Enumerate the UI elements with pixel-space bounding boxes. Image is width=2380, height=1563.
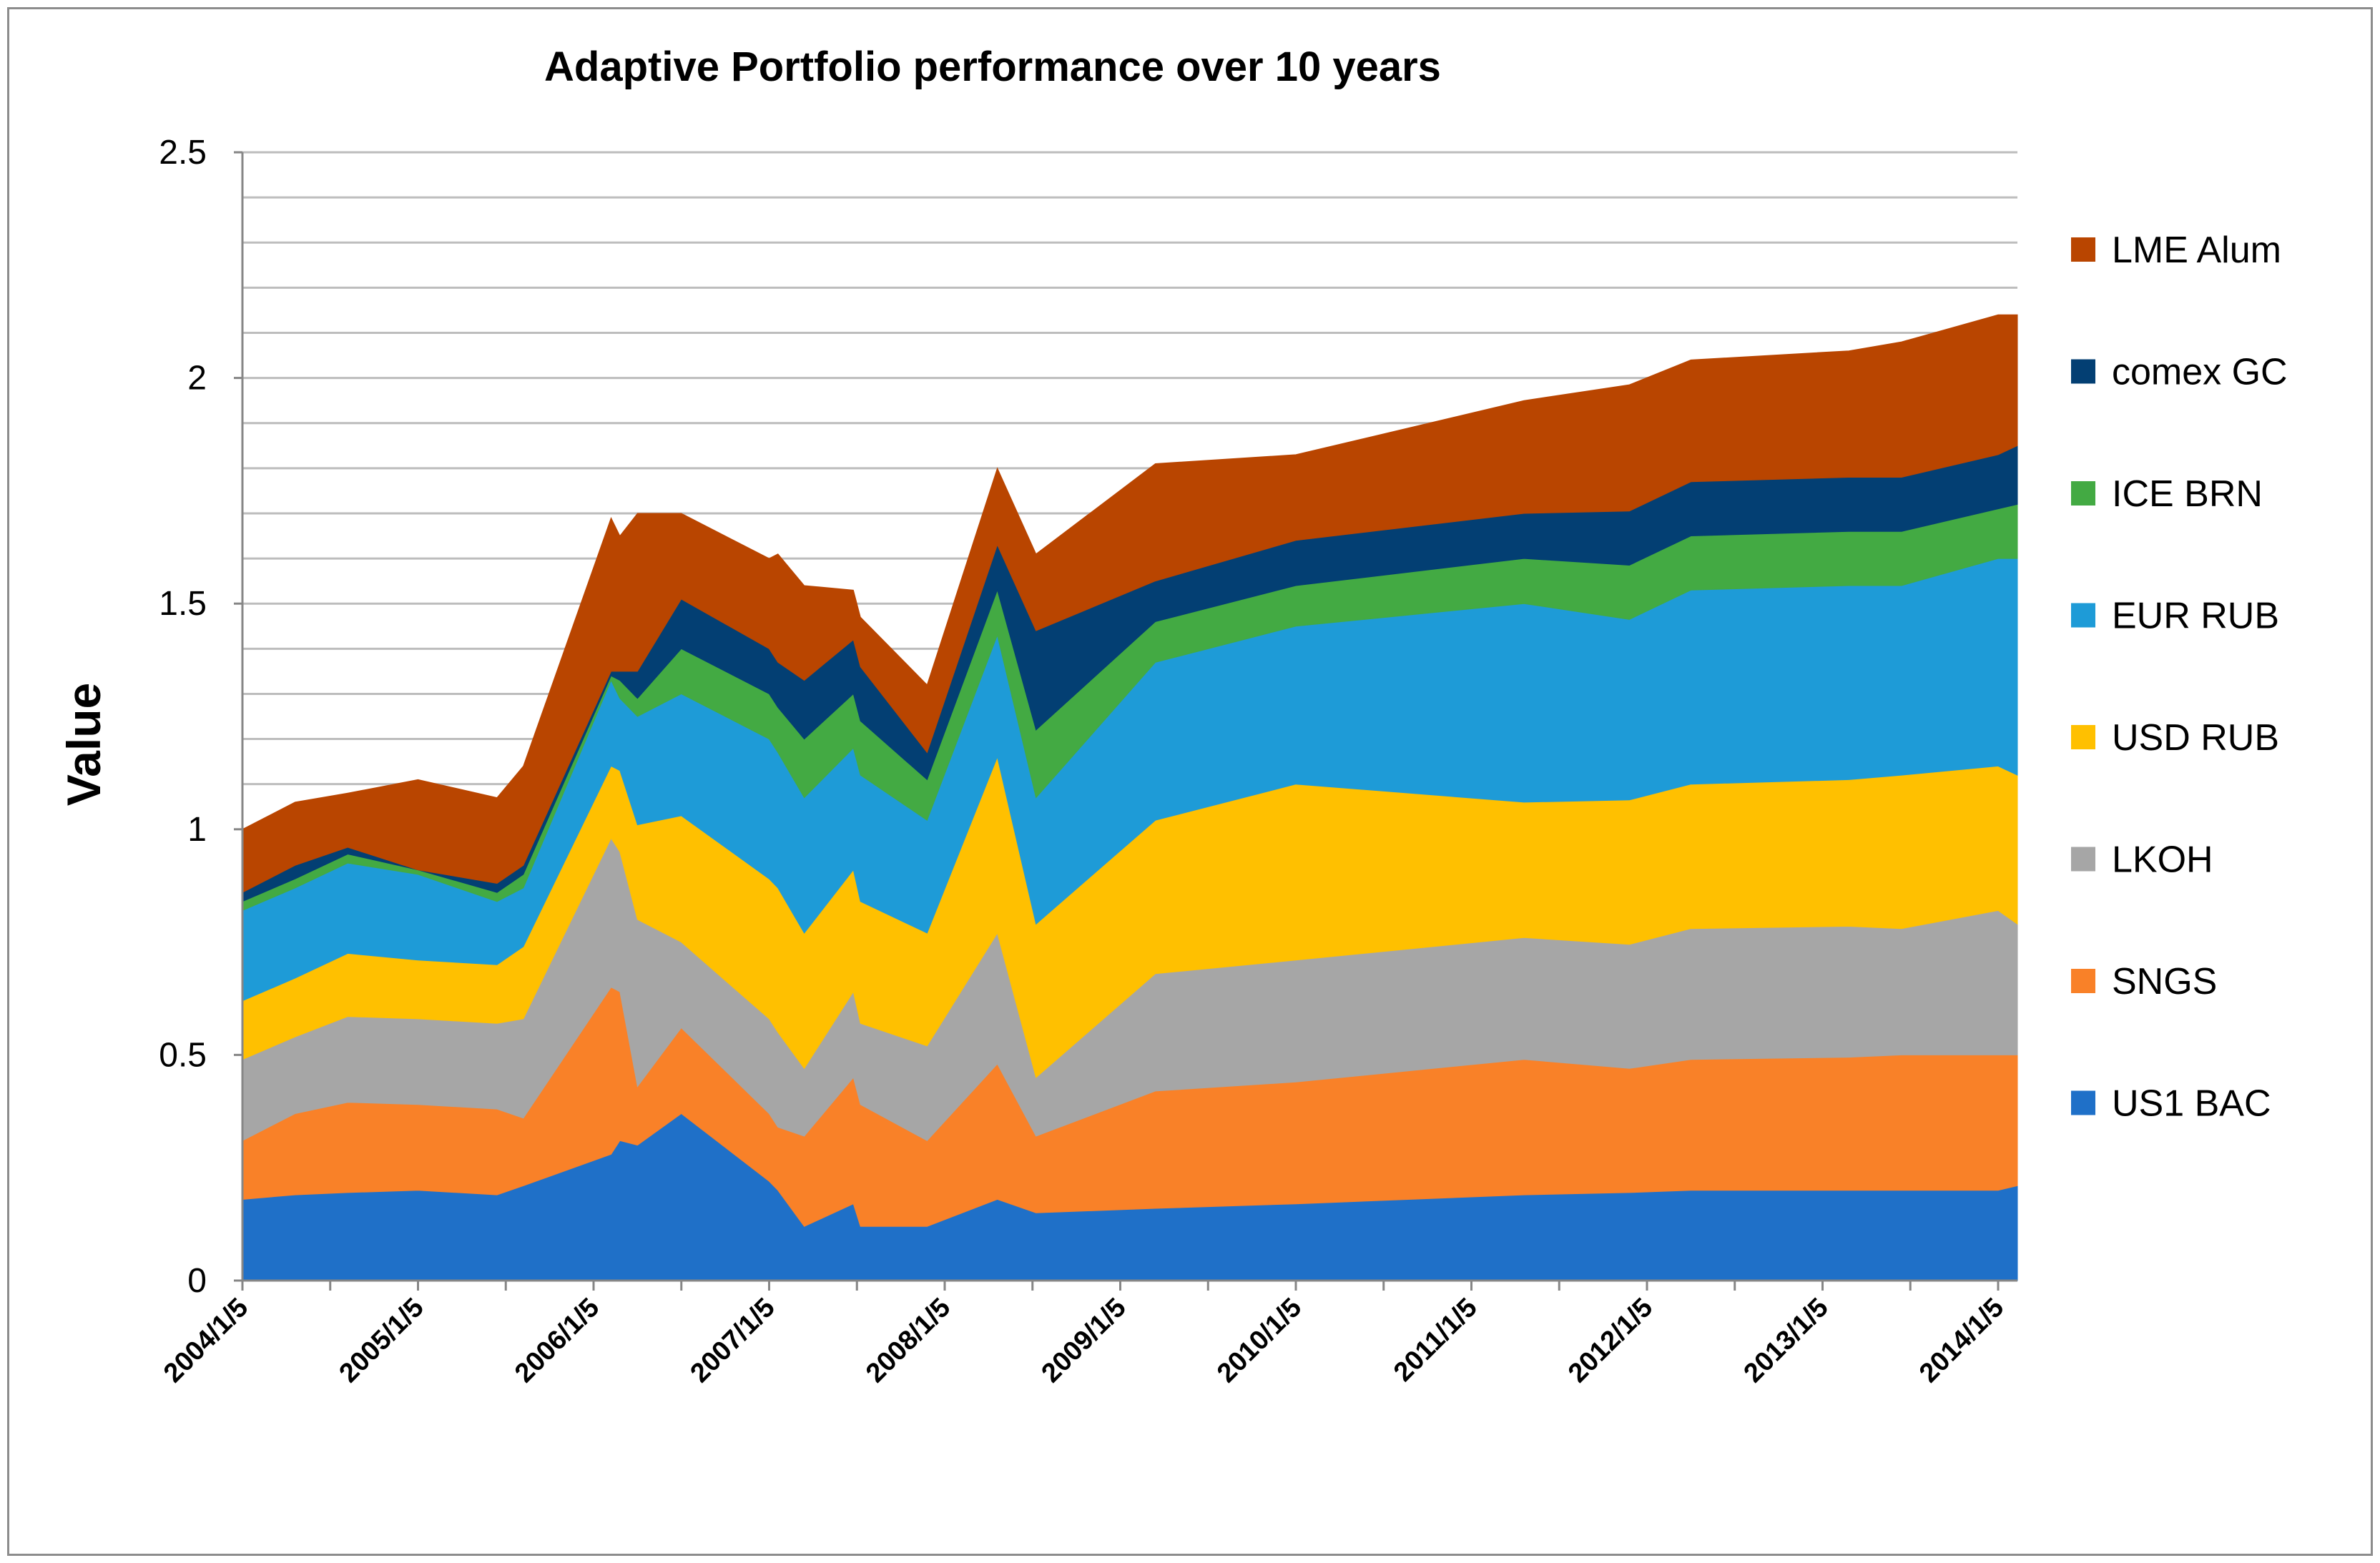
y-tick-label: 1.5 [159, 585, 207, 623]
y-tick-label: 2 [187, 360, 207, 398]
y-tick-label: 0 [187, 1262, 207, 1300]
legend-label-sngs: SNGS [2112, 961, 2217, 1002]
chart-frame: Adaptive Portfolio performance over 10 y… [7, 7, 2373, 1556]
y-tick-label: 0.5 [159, 1036, 207, 1074]
x-tick-label: 2009/1/5 [1036, 1293, 1132, 1389]
chart-svg: Adaptive Portfolio performance over 10 y… [57, 44, 2288, 1389]
x-tick-label: 2010/1/5 [1211, 1293, 1307, 1389]
legend-label-comex-gc: comex GC [2112, 352, 2288, 393]
x-tick-labels: 2004/1/5 2005/1/5 2006/1/5 2007/1/5 2008/1/5… [158, 1293, 2010, 1389]
legend-swatch-lkoh [2071, 847, 2095, 872]
legend-swatch-ice-brn [2071, 481, 2095, 506]
area-lme-alum [242, 314, 2018, 894]
legend-label-lkoh: LKOH [2112, 839, 2213, 881]
legend-label-lme-alum: LME Alum [2112, 230, 2281, 271]
legend-label-eur-rub: EUR RUB [2112, 596, 2279, 637]
x-tick-label: 2013/1/5 [1739, 1293, 1834, 1389]
x-tick-label: 2008/1/5 [860, 1293, 956, 1389]
y-tick-labels: 0 0.5 1 1.5 2 2.5 [159, 134, 207, 1300]
x-tick-label: 2007/1/5 [685, 1293, 781, 1389]
x-tick-label: 2011/1/5 [1388, 1293, 1483, 1388]
x-tick-label: 2004/1/5 [158, 1293, 254, 1389]
y-tick-label: 1 [187, 811, 207, 849]
x-tick-label: 2012/1/5 [1563, 1293, 1658, 1389]
axes [234, 151, 2017, 1291]
y-tick-label: 2.5 [159, 134, 207, 172]
legend-swatch-lme-alum [2071, 237, 2095, 262]
x-tick-label: 2005/1/5 [334, 1293, 430, 1389]
x-tick-label: 2006/1/5 [509, 1293, 605, 1389]
legend-swatch-comex-gc [2071, 359, 2095, 384]
chart-title: Adaptive Portfolio performance over 10 y… [544, 44, 1441, 90]
area-series-group [242, 314, 2018, 1281]
legend-label-us1-bac: US1 BAC [2112, 1083, 2271, 1125]
legend: LME Alum comex GC ICE BRN EUR RUB USD RUB LKO… [2071, 230, 2288, 1125]
legend-label-ice-brn: ICE BRN [2112, 473, 2263, 515]
legend-swatch-us1-bac [2071, 1090, 2095, 1115]
legend-swatch-sngs [2071, 969, 2095, 993]
legend-swatch-usd-rub [2071, 725, 2095, 749]
y-axis-label: Value [57, 683, 110, 806]
legend-label-usd-rub: USD RUB [2112, 717, 2279, 759]
x-tick-label: 2014/1/5 [1914, 1293, 2010, 1389]
legend-swatch-eur-rub [2071, 603, 2095, 628]
